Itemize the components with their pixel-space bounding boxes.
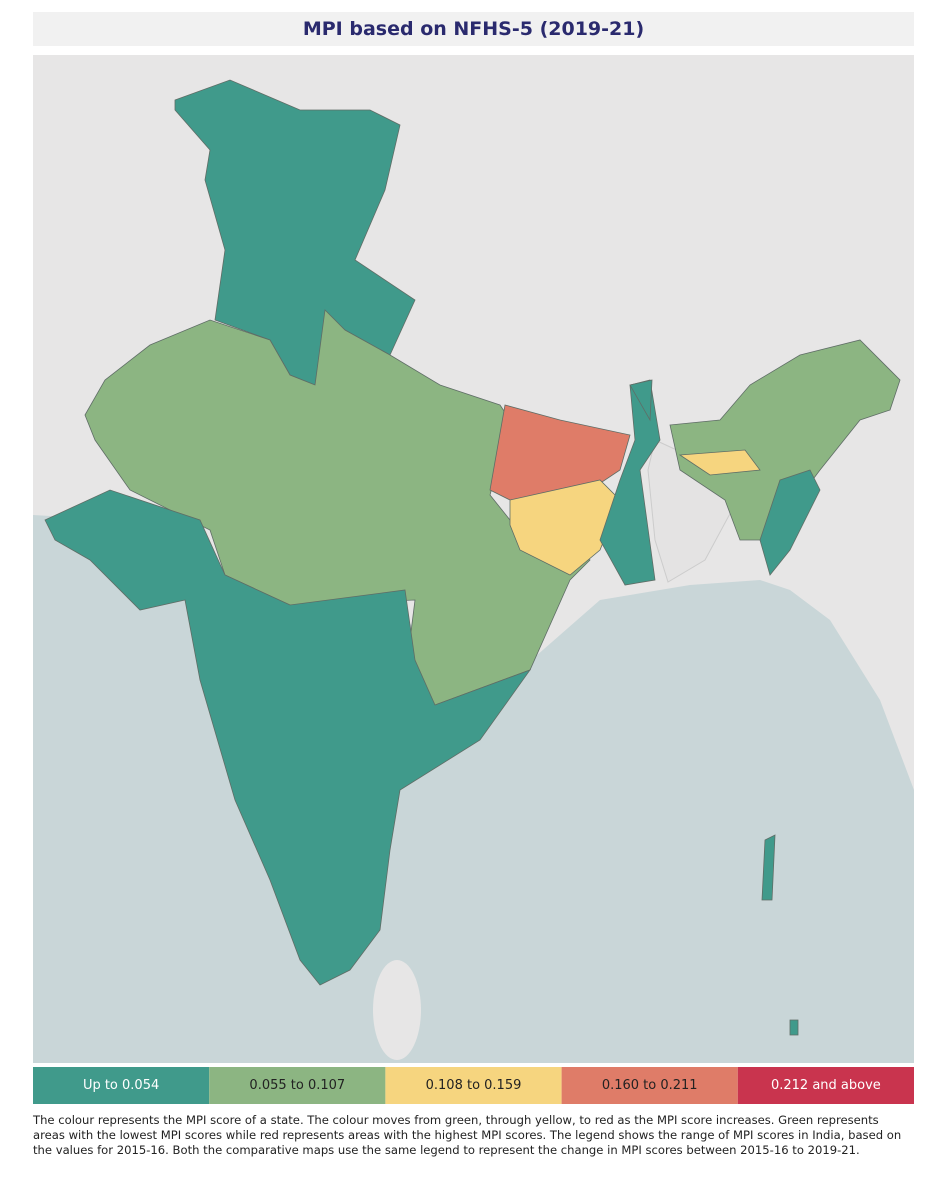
legend-swatch	[385, 1067, 562, 1104]
legend-swatch	[209, 1067, 386, 1104]
legend-label: 0.160 to 0.211	[602, 1078, 698, 1093]
west-bengal	[599, 379, 661, 586]
legend-label: Up to 0.054	[83, 1078, 159, 1093]
legend-swatch	[737, 1067, 914, 1104]
sri-lanka	[373, 960, 421, 1060]
andaman-islands	[761, 834, 776, 901]
jharkhand	[509, 479, 621, 576]
caption: The colour represents the MPI score of a…	[33, 1113, 902, 1157]
sikkim	[629, 379, 653, 422]
legend-swatch	[33, 1067, 210, 1104]
legend-swatch	[561, 1067, 738, 1104]
map-title: MPI based on NFHS-5 (2019-21)	[33, 12, 914, 46]
nicobar-islands	[789, 1019, 799, 1036]
bihar	[489, 404, 631, 501]
legend-label: 0.108 to 0.159	[426, 1078, 522, 1093]
states	[44, 79, 901, 1036]
manipur-mizoram	[759, 469, 821, 576]
legend-label: 0.212 and above	[771, 1078, 881, 1093]
legend-label: 0.055 to 0.107	[249, 1078, 345, 1093]
northeast-states	[669, 339, 901, 541]
meghalaya	[678, 449, 761, 476]
map: Up to 0.054 0.055 to 0.107 0.108 to 0.159 0…	[33, 55, 914, 1104]
legend: Up to 0.054 0.055 to 0.107 0.108 to 0.159 0…	[33, 1067, 914, 1104]
west-south-states	[44, 489, 532, 986]
